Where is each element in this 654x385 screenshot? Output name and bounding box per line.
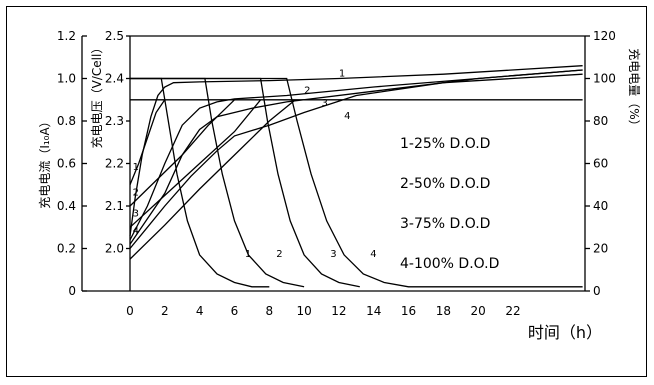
capacity-tick-label: 60 <box>593 157 608 171</box>
voltage-curve-number: 3 <box>322 98 328 109</box>
capacity-tick-label: 0 <box>593 284 601 298</box>
capacity-curve-number: 1 <box>133 162 139 173</box>
time-tick-label: 22 <box>505 304 520 318</box>
capacity-curve-4 <box>129 99 296 260</box>
time-tick-label: 0 <box>126 304 134 318</box>
legend-item: 1-25% D.O.D <box>400 136 490 152</box>
voltage-tick-label: 2.1 <box>105 199 124 213</box>
current-tick-label: 0.8 <box>57 114 76 128</box>
chart-frame <box>6 6 647 377</box>
legend-item: 4-100% D.O.D <box>400 256 499 272</box>
current-curve-3 <box>130 77 360 288</box>
current-curve-number: 2 <box>276 249 282 260</box>
legend: 1-25% D.O.D 2-50% D.O.D 3-75% D.O.D 4-100% … <box>400 136 499 272</box>
voltage-curve-number: 4 <box>344 111 350 122</box>
voltage-axis-title: 充电电压（V/Cell） <box>89 42 104 149</box>
tick-labels: 00.20.40.60.81.01.22.02.12.22.32.42.5020… <box>57 29 616 318</box>
capacity-curve-2 <box>129 99 235 207</box>
voltage-curve-number: 1 <box>339 68 345 79</box>
current-tick-label: 0.6 <box>57 157 76 171</box>
time-axis-title: 时间（h） <box>528 323 602 342</box>
legend-item: 2-50% D.O.D <box>400 176 490 192</box>
capacity-curve-3 <box>129 99 262 228</box>
time-tick-label: 20 <box>471 304 486 318</box>
curve-number-labels: 1 1 1 2 2 2 3 3 3 4 4 4 <box>133 68 377 260</box>
voltage-curve-4 <box>129 73 583 249</box>
capacity-tick-label: 20 <box>593 242 608 256</box>
voltage-curve-number: 2 <box>304 85 310 96</box>
current-tick-label: 0.2 <box>57 242 76 256</box>
current-tick-label: 1.0 <box>57 72 76 86</box>
time-tick-label: 2 <box>161 304 169 318</box>
capacity-curve-number: 2 <box>133 187 139 198</box>
current-curve-number: 1 <box>245 249 251 260</box>
legend-item: 3-75% D.O.D <box>400 216 490 232</box>
time-tick-label: 8 <box>265 304 273 318</box>
time-tick-label: 12 <box>331 304 346 318</box>
current-axis-title: 充电电流（I₁₀A） <box>37 115 52 208</box>
voltage-tick-label: 2.4 <box>105 72 124 86</box>
voltage-tick-label: 2.5 <box>105 29 124 43</box>
voltage-tick-label: 2.0 <box>105 242 124 256</box>
time-tick-label: 14 <box>366 304 381 318</box>
voltage-curve-1 <box>129 65 583 236</box>
voltage-tick-label: 2.2 <box>105 157 124 171</box>
capacity-axis-title: 充电电量（%） <box>627 48 642 131</box>
current-curve-number: 3 <box>330 249 336 260</box>
current-curve-2 <box>130 77 305 288</box>
time-tick-label: 16 <box>401 304 416 318</box>
time-tick-label: 18 <box>436 304 451 318</box>
capacity-tick-label: 120 <box>593 29 616 43</box>
current-tick-label: 0 <box>68 284 76 298</box>
curves <box>129 65 583 288</box>
capacity-tick-label: 100 <box>593 72 616 86</box>
current-tick-label: 0.4 <box>57 199 76 213</box>
capacity-tick-label: 80 <box>593 114 608 128</box>
current-tick-label: 1.2 <box>57 29 76 43</box>
capacity-curve-number: 3 <box>133 209 139 220</box>
capacity-curve-1 <box>129 99 166 186</box>
time-tick-label: 4 <box>196 304 204 318</box>
current-curve-number: 4 <box>370 249 376 260</box>
time-tick-label: 10 <box>296 304 311 318</box>
time-tick-label: 6 <box>231 304 239 318</box>
capacity-curve-number: 4 <box>133 226 139 237</box>
capacity-tick-label: 40 <box>593 199 608 213</box>
voltage-tick-label: 2.3 <box>105 114 124 128</box>
